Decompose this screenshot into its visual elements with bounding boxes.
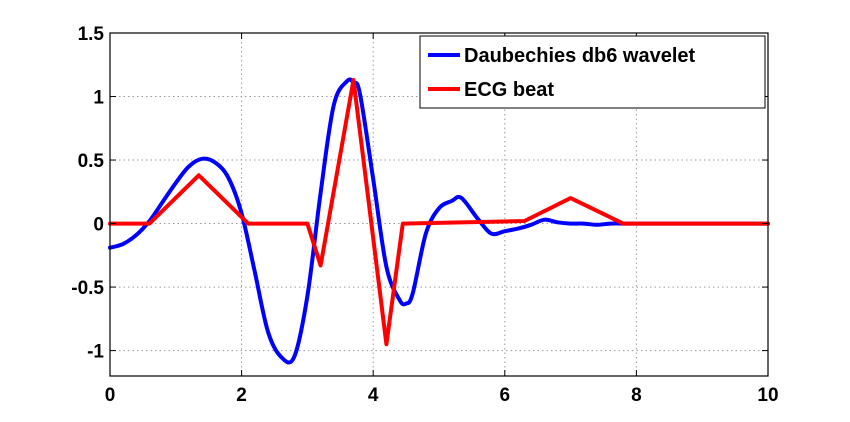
- series-lines: [108, 77, 770, 365]
- legend-box: [419, 35, 766, 109]
- y-tick-label: 1: [93, 88, 104, 109]
- y-tick-label: 0.5: [78, 151, 105, 172]
- x-tick-label: 0: [105, 385, 116, 406]
- y-tick-label: 0: [93, 215, 104, 236]
- y-tick-label: -1: [87, 342, 104, 363]
- x-tick-label: 6: [500, 385, 511, 406]
- legend-label-ecg-beat: ECG beat: [464, 79, 554, 101]
- legend: Daubechies db6 wavelet ECG beat: [419, 35, 766, 109]
- x-tick-label: 4: [368, 385, 379, 406]
- x-tick-label: 8: [631, 385, 642, 406]
- y-tick-label: -0.5: [71, 278, 104, 299]
- x-tick-label: 10: [757, 385, 778, 406]
- y-tick-label: 1.5: [78, 24, 105, 45]
- plot-area-frame: [109, 32, 769, 377]
- axes: 0 2 4 6 8 10 -1 -0.5 0 0.5 1 1.5: [71, 24, 778, 406]
- series-line-db6-wavelet: [108, 77, 770, 365]
- series-line-ecg-beat: [108, 78, 770, 347]
- x-tick-label: 2: [236, 385, 247, 406]
- legend-label-db6-wavelet: Daubechies db6 wavelet: [464, 45, 696, 67]
